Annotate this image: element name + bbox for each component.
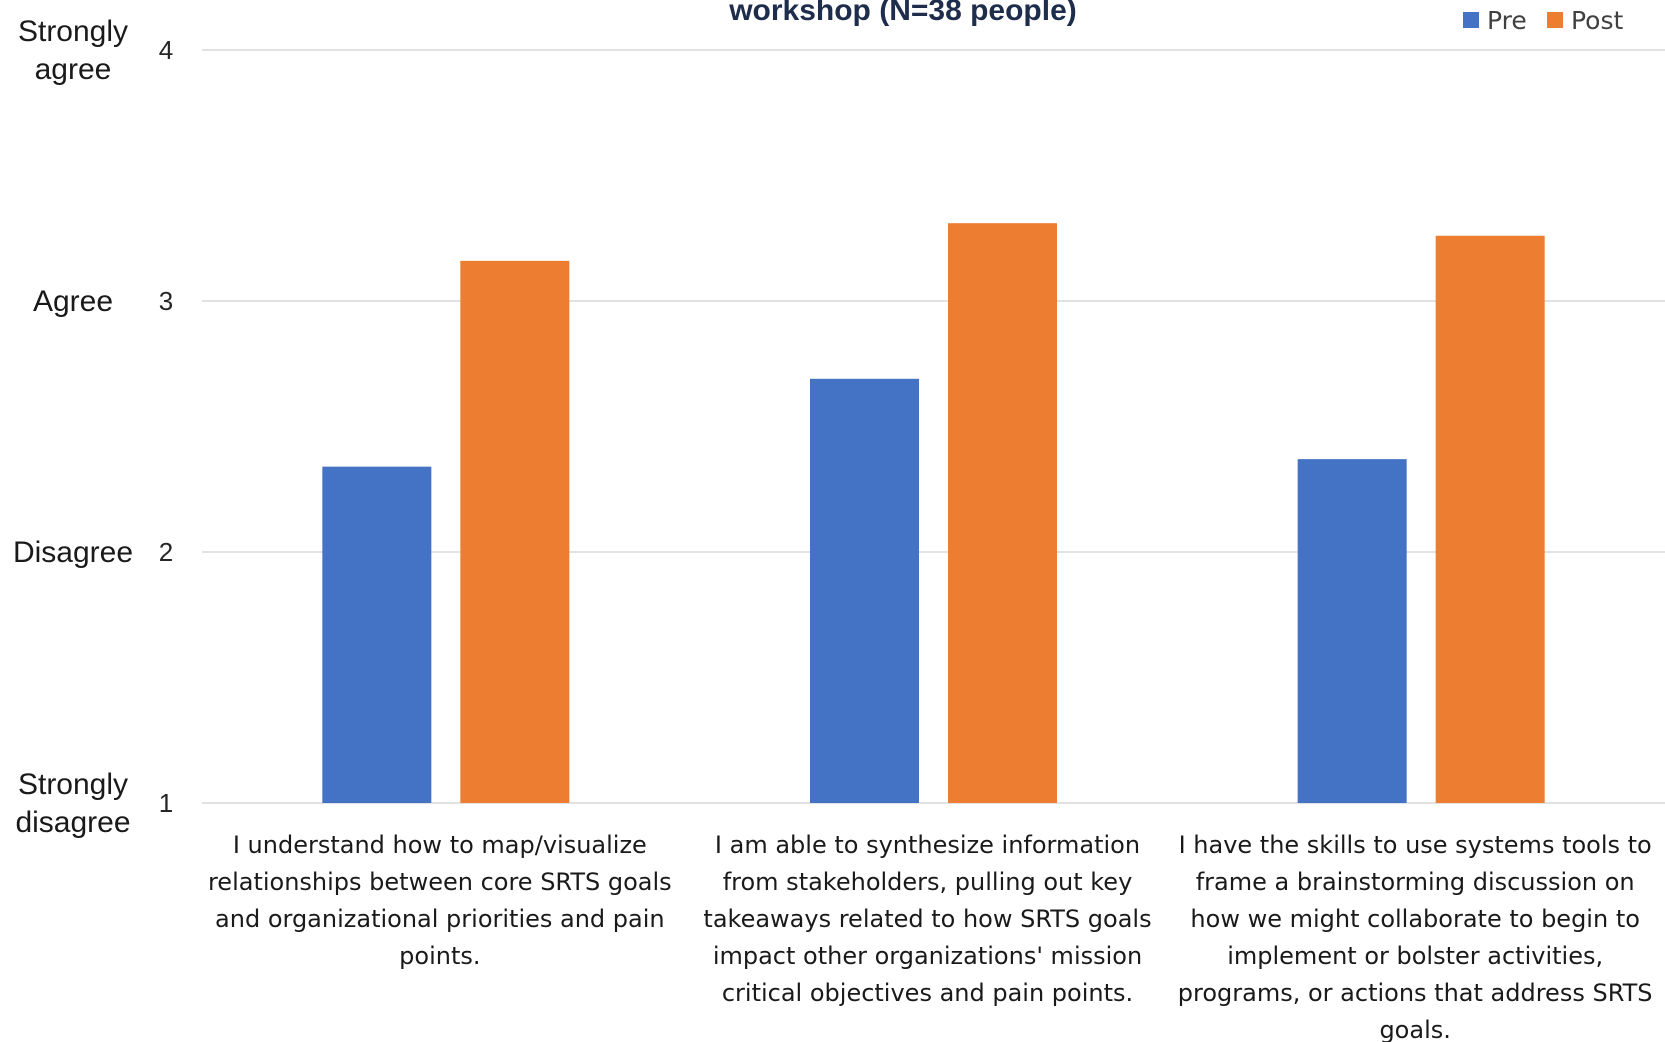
category-label: programs, or actions that address SRTS (1178, 979, 1653, 1007)
category-label: critical objectives and pain points. (722, 979, 1133, 1007)
legend-swatch-pre (1463, 12, 1479, 28)
category-label: frame a brainstorming discussion on (1196, 868, 1635, 896)
y-level-label: Agree (33, 285, 113, 318)
category-label: implement or bolster activities, (1227, 942, 1603, 970)
bar-pre-3 (1297, 459, 1407, 803)
bar-pre-2 (810, 378, 919, 803)
y-tick-label: 3 (159, 286, 173, 316)
legend-label-post: Post (1571, 6, 1624, 35)
gridlines (202, 49, 1665, 804)
category-label: I understand how to map/visualize (233, 831, 647, 859)
legend-swatch-post (1547, 12, 1563, 28)
y-tick-label: 2 (159, 537, 173, 567)
category-label: I am able to synthesize information (715, 831, 1140, 859)
legend-label-pre: Pre (1487, 6, 1527, 35)
category-label: goals. (1379, 1016, 1450, 1042)
y-level-label: agree (35, 53, 112, 86)
chart-title: workshop (N=38 people) (728, 0, 1077, 27)
bar-post-3 (1435, 235, 1545, 804)
x-axis-labels: I understand how to map/visualize relatio… (208, 831, 1653, 1042)
legend: Pre Post (1463, 6, 1624, 35)
y-level-label: Strongly (18, 768, 128, 801)
category-label: I have the skills to use systems tools t… (1179, 831, 1652, 859)
category-label: from stakeholders, pulling out key (723, 868, 1133, 896)
y-level-label: Disagree (13, 536, 133, 569)
category-label: relationships between core SRTS goals (208, 868, 672, 896)
y-level-label: Strongly (18, 15, 128, 48)
y-axis: 1 Strongly disagree 2 Disagree 3 Agree 4 Strongl… (13, 15, 173, 839)
category-label: points. (399, 942, 480, 970)
y-tick-label: 1 (159, 788, 173, 818)
bar-pre-1 (322, 466, 432, 803)
y-tick-label: 4 (159, 35, 173, 65)
bars (322, 223, 1545, 804)
bar-post-1 (460, 260, 570, 804)
category-label: how we might collaborate to begin to (1190, 905, 1639, 933)
y-level-label: disagree (15, 806, 130, 839)
category-label: takeaways related to how SRTS goals (703, 905, 1151, 933)
category-label: impact other organizations' mission (713, 942, 1142, 970)
bar-post-2 (948, 223, 1057, 803)
category-label: and organizational priorities and pain (215, 905, 665, 933)
